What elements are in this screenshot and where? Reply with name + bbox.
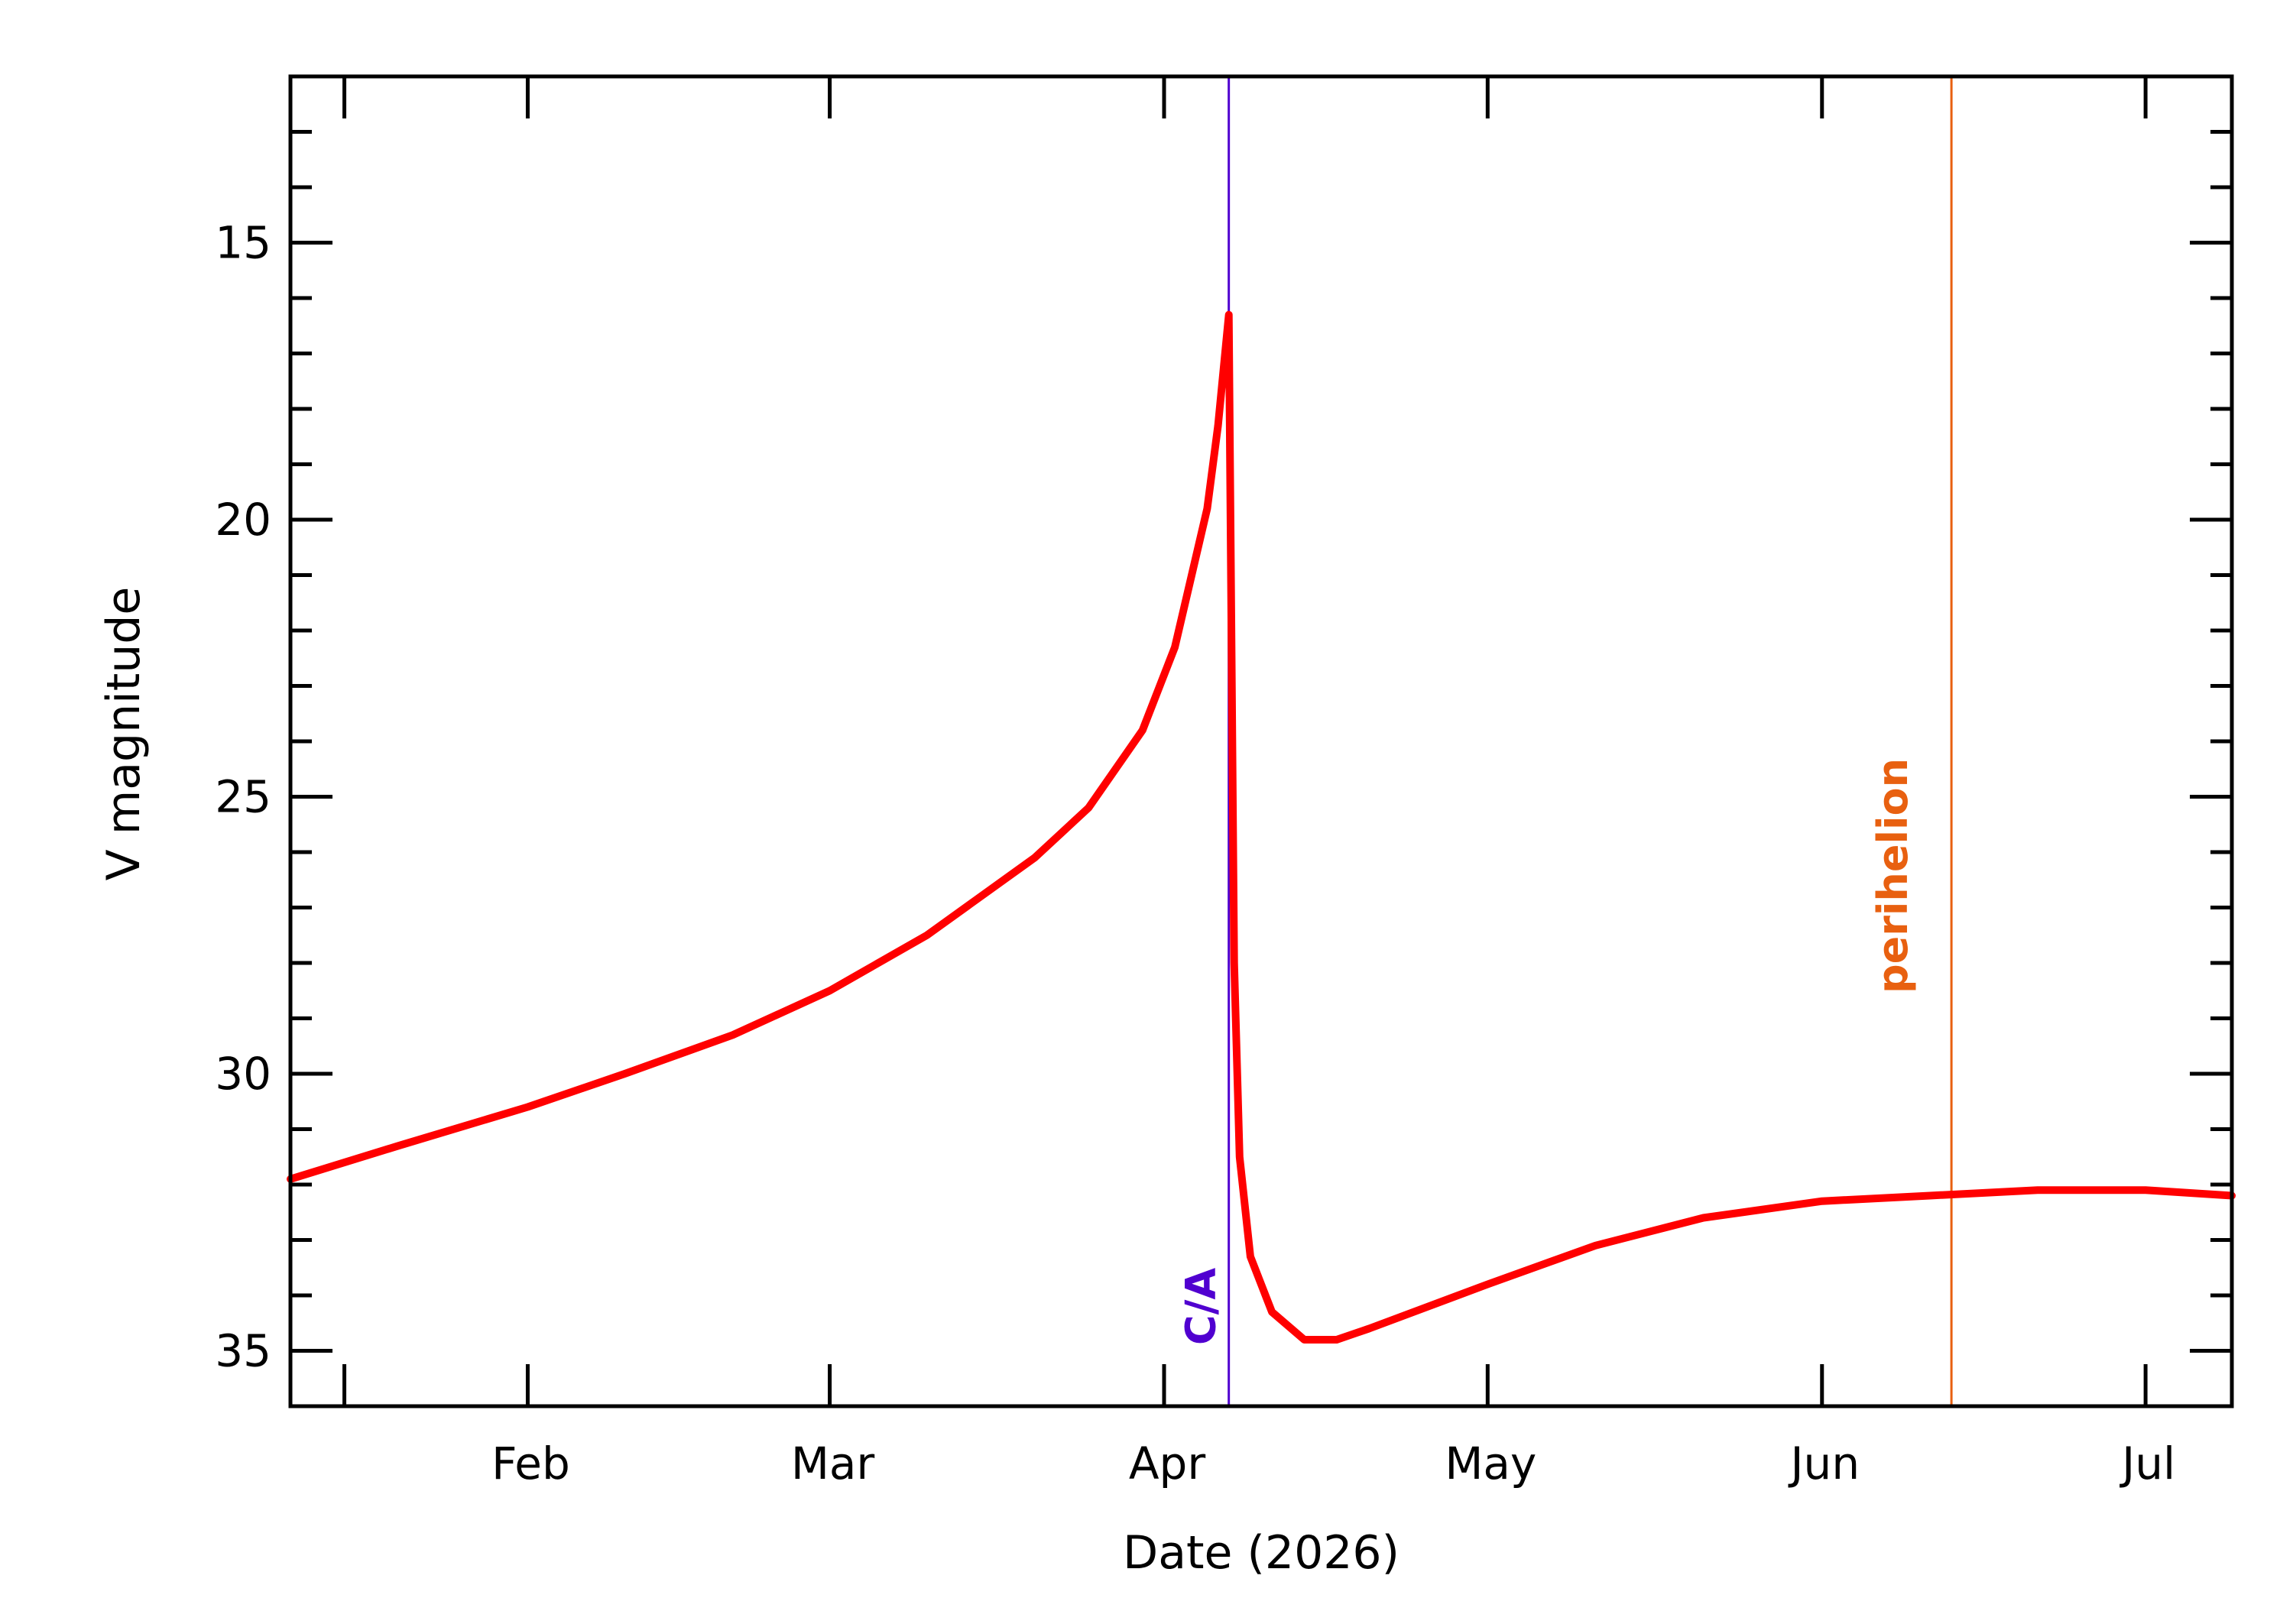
x-tick-label: May [1445,1438,1536,1489]
event-marker-label: C/A [1177,1268,1225,1345]
x-tick-label: Jul [2119,1438,2175,1489]
tick-marks [290,74,2232,1408]
x-axis-title: Date (2026) [1123,1526,1399,1580]
event-marker-lines [1228,76,1953,1406]
series-layer [287,310,2236,1344]
y-tick-label: 25 [215,771,271,823]
event-marker-label: perihelion [1869,758,1917,994]
y-tick-labels: 15 20 25 30 35 [215,217,271,1377]
y-tick-label: 30 [215,1048,271,1100]
y-tick-label: 15 [215,217,271,269]
series-line [287,310,2236,1344]
x-tick-label: Jun [1788,1438,1860,1489]
x-tick-label: Apr [1129,1438,1205,1489]
x-tick-label: Mar [791,1438,875,1489]
y-tick-label: 20 [215,494,271,546]
event-marker-labels: C/A perihelion [1177,758,1917,1345]
y-axis-title: V magnitude [97,587,151,881]
y-tick-label: 35 [215,1325,271,1377]
plot-frame [288,74,2234,1408]
x-tick-labels: Feb Mar Apr May Jun Jul [491,1438,2175,1489]
x-tick-label: Feb [491,1438,570,1489]
